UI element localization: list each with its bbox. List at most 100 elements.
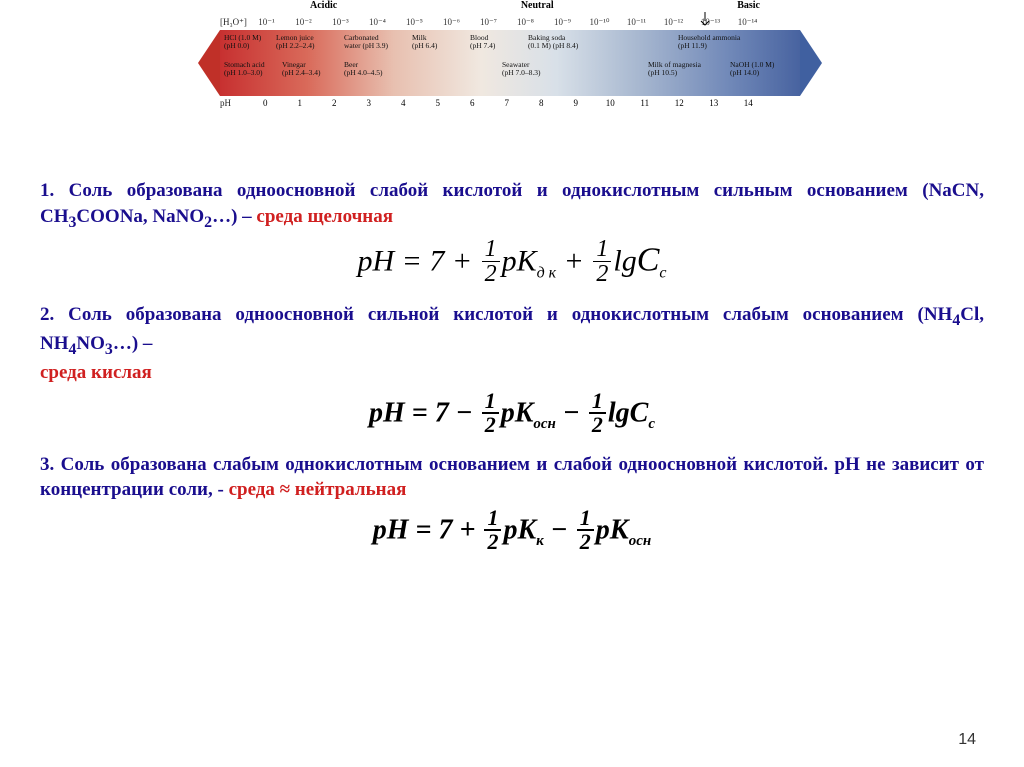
formula-1: pH = 7 + 12pКд к + 12lgCс: [40, 239, 984, 288]
ph-tick: 9: [559, 98, 594, 108]
h3o-tick: 10⁻⁶: [433, 17, 470, 28]
ph-scale-diagram: Acidic Neutral Basic [H₃O⁺] 10⁻¹10⁻²10⁻³…: [220, 0, 800, 170]
ph-tick: 13: [697, 98, 732, 108]
ph-number-scale: pH 01234567891011121314: [220, 98, 800, 108]
ph-tick: 10: [593, 98, 628, 108]
h3o-tick: 10⁻¹¹: [618, 17, 655, 28]
f-sub: осн: [533, 416, 556, 432]
label-basic: Basic: [737, 0, 760, 11]
f-num: 1: [484, 507, 501, 531]
f-term: pК: [596, 514, 629, 545]
f-op: −: [556, 397, 587, 428]
ph-tick: 14: [731, 98, 766, 108]
f-op: −: [544, 514, 575, 545]
section-num: 2.: [40, 304, 54, 325]
section-1-text: 1. Соль образована одноосновной слабой к…: [40, 178, 984, 233]
h3o-concentration-row: [H₃O⁺] 10⁻¹10⁻²10⁻³10⁻⁴10⁻⁵10⁻⁶10⁻⁷10⁻⁸1…: [220, 17, 800, 28]
h3o-tick: 10⁻¹⁰: [581, 17, 618, 28]
f-op: +: [556, 244, 591, 277]
f-den: 2: [577, 531, 594, 553]
f-num: 1: [577, 507, 594, 531]
h3o-tick: 10⁻⁴: [359, 17, 396, 28]
ph-tick: 7: [490, 98, 525, 108]
h3o-tick: 10⁻³: [322, 17, 359, 28]
f-den: 2: [593, 262, 611, 286]
f-sub: к: [536, 533, 544, 549]
text: Соль образована одноосновной сильной кис…: [68, 304, 952, 325]
h3o-tick: 10⁻¹³: [692, 17, 729, 28]
label-acidic: Acidic: [310, 0, 337, 11]
page-number: 14: [958, 731, 976, 749]
ph-gradient-arrow: HCl (1.0 M) (pH 0.0)Lemon juice (pH 2.2–…: [220, 30, 800, 96]
example-item: Carbonated water (pH 3.9): [340, 34, 408, 51]
f-term: pK: [501, 397, 534, 428]
h3o-tick: 10⁻¹²: [655, 17, 692, 28]
h3o-tick: 10⁻⁹: [544, 17, 581, 28]
f-eq: = 7 +: [394, 244, 480, 277]
example-item: [614, 34, 674, 51]
example-item: Milk of magnesia (pH 10.5): [644, 61, 726, 78]
f-sub: с: [648, 416, 655, 432]
example-item: Lemon juice (pH 2.2–2.4): [272, 34, 340, 51]
ph-tick: 8: [524, 98, 559, 108]
f-num: 1: [589, 390, 606, 414]
f-den: 2: [482, 414, 499, 436]
f-term: C: [637, 241, 660, 278]
h3o-label: [H₃O⁺]: [220, 17, 248, 28]
ph-tick: 5: [421, 98, 456, 108]
f-sub: осн: [629, 533, 652, 549]
f-eq: = 7 −: [405, 397, 480, 428]
ph-ticks: 01234567891011121314: [248, 98, 766, 108]
section-2-text: 2. Соль образована одноосновной сильной …: [40, 302, 984, 386]
ph-top-labels: Acidic Neutral Basic: [220, 0, 800, 11]
f-term: lgC: [608, 397, 648, 428]
ph-tick: 3: [352, 98, 387, 108]
formula-3: pH = 7 + 12pKк − 12pКосн: [40, 509, 984, 555]
environment-label: среда щелочная: [256, 206, 393, 227]
section-num: 1.: [40, 180, 54, 201]
f-term: pК: [502, 244, 537, 277]
text: NO: [76, 333, 105, 354]
ph-tick: 2: [317, 98, 352, 108]
label-neutral: Neutral: [521, 0, 554, 11]
example-item: Beer (pH 4.0–4.5): [340, 61, 408, 78]
ph-tick: 0: [248, 98, 283, 108]
example-item: Milk (pH 6.4): [408, 34, 466, 51]
h3o-tick: 10⁻¹: [248, 17, 285, 28]
text: …) –: [113, 333, 153, 354]
example-item: Stomach acid (pH 1.0–3.0): [220, 61, 278, 78]
ph-tick: 4: [386, 98, 421, 108]
h3o-ticks: 10⁻¹10⁻²10⁻³10⁻⁴10⁻⁵10⁻⁶10⁻⁷10⁻⁸10⁻⁹10⁻¹…: [248, 17, 766, 28]
example-item: [408, 61, 498, 78]
example-item: NaOH (1.0 M) (pH 14.0): [726, 61, 786, 78]
h3o-tick: 10⁻⁷: [470, 17, 507, 28]
text: Соль образована слабым однокислотным осн…: [40, 454, 984, 501]
f-num: 1: [482, 237, 500, 262]
f-lhs: pH: [369, 397, 405, 428]
ph-label: pH: [220, 98, 248, 108]
section-num: 3.: [40, 454, 54, 475]
f-term: lg: [613, 244, 636, 277]
f-num: 1: [482, 390, 499, 414]
example-item: HCl (1.0 M) (pH 0.0): [220, 34, 272, 51]
f-den: 2: [589, 414, 606, 436]
f-sub: д к: [537, 264, 557, 281]
f-den: 2: [484, 531, 501, 553]
examples-row-bottom: Stomach acid (pH 1.0–3.0)Vinegar (pH 2.4…: [220, 57, 800, 78]
h3o-tick: 10⁻²: [285, 17, 322, 28]
subscript: 2: [204, 213, 212, 230]
f-lhs: pH: [373, 514, 409, 545]
example-item: Vinegar (pH 2.4–3.4): [278, 61, 340, 78]
section-3-text: 3. Соль образована слабым однокислотным …: [40, 452, 984, 503]
example-item: Baking soda (0.1 M) (pH 8.4): [524, 34, 614, 51]
f-lhs: pH: [357, 244, 394, 277]
ph-tick: 6: [455, 98, 490, 108]
example-item: Household ammonia (pH 11.9): [674, 34, 784, 51]
example-item: Blood (pH 7.4): [466, 34, 524, 51]
ph-tick: 11: [628, 98, 663, 108]
h3o-tick: 10⁻⁵: [396, 17, 433, 28]
ph-tick: 12: [662, 98, 697, 108]
neutral-arrow-icon: [700, 12, 710, 26]
example-item: [564, 61, 644, 78]
example-item: Seawater (pH 7.0–8.3): [498, 61, 564, 78]
